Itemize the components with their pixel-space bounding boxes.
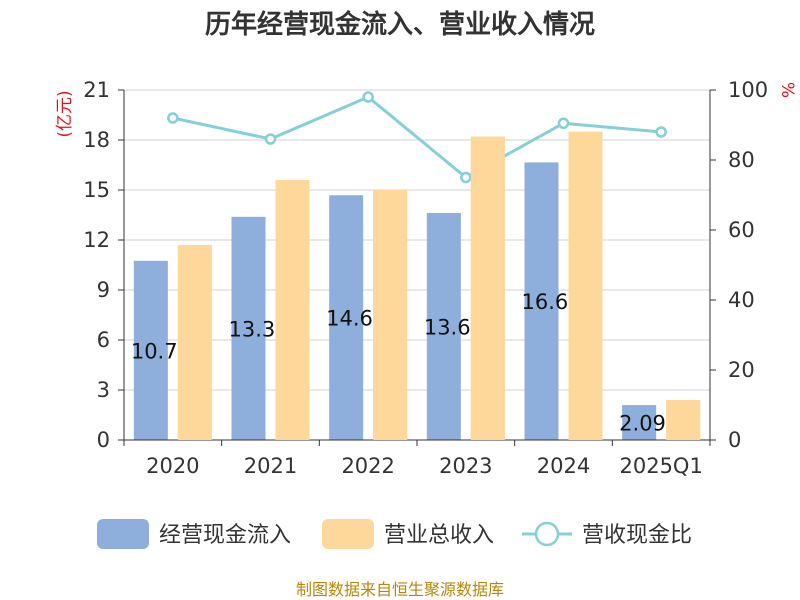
left-tick-label: 12	[83, 228, 110, 252]
x-tick-label: 2023	[439, 454, 492, 478]
bars	[133, 131, 701, 440]
legend-marker	[534, 521, 560, 547]
bar-revenue-overlay	[177, 245, 212, 440]
left-axis-unit: (亿元)	[55, 90, 75, 137]
ratio-point	[167, 112, 179, 124]
left-tick-label: 6	[97, 328, 110, 352]
ratio-point	[362, 91, 374, 103]
right-tick-label: 0	[728, 428, 741, 452]
right-tick-label: 40	[728, 288, 755, 312]
ratio-point	[655, 126, 667, 138]
bar-cash-inflow	[622, 405, 657, 440]
ratio-point	[460, 171, 472, 184]
ratio-point	[264, 133, 277, 145]
source-footer: 制图数据来自恒生聚源数据库	[296, 580, 504, 599]
bar-cash-inflow	[329, 195, 364, 440]
legend-label: 营业总收入	[384, 523, 494, 548]
right-tick-label: 60	[728, 218, 755, 242]
axes: 0 3 6 9 12 15 18 21 0 20 40 60 80 100 2020 2021 2022 2023…	[83, 78, 768, 478]
bar-revenue-overlay	[373, 190, 408, 440]
legend-swatch	[322, 519, 374, 549]
x-tick-label: 2022	[341, 454, 394, 478]
chart-title: 历年经营现金流入、营业收入情况	[205, 9, 595, 40]
ratio-line	[167, 91, 667, 184]
bar-revenue-overlay	[568, 131, 603, 440]
ratio-polyline	[172, 95, 662, 180]
left-tick-label: 21	[83, 78, 110, 102]
right-axis-unit: %	[777, 82, 797, 98]
left-tick-label: 0	[97, 428, 110, 452]
legend-label: 经营现金流入	[159, 523, 291, 548]
legend-label: 营收现金比	[582, 523, 692, 548]
left-tick-label: 15	[83, 178, 110, 202]
bar-cash-inflow	[426, 212, 461, 440]
right-tick-label: 80	[728, 148, 755, 172]
grid	[124, 89, 710, 441]
bar-cash-inflow	[231, 216, 266, 440]
bar-cash-inflow	[133, 260, 168, 440]
x-tick-label: 2021	[244, 454, 297, 478]
left-tick-label: 9	[97, 278, 110, 302]
bar-revenue-overlay	[470, 136, 505, 440]
left-tick-label: 3	[97, 378, 110, 402]
left-tick-label: 18	[83, 128, 110, 152]
x-tick-label: 2020	[146, 454, 199, 478]
legend-swatch	[97, 519, 149, 549]
right-tick-label: 20	[728, 358, 755, 382]
bar-revenue-overlay	[275, 180, 310, 440]
bar-cash-inflow	[524, 162, 559, 440]
right-tick-label: 100	[728, 78, 768, 102]
bar-revenue-overlay	[666, 400, 701, 440]
legend: 经营现金流入 营业总收入 营收现金比	[97, 519, 692, 549]
x-tick-label: 2025Q1	[619, 454, 702, 478]
ratio-point	[557, 117, 570, 129]
x-tick-label: 2024	[537, 454, 590, 478]
